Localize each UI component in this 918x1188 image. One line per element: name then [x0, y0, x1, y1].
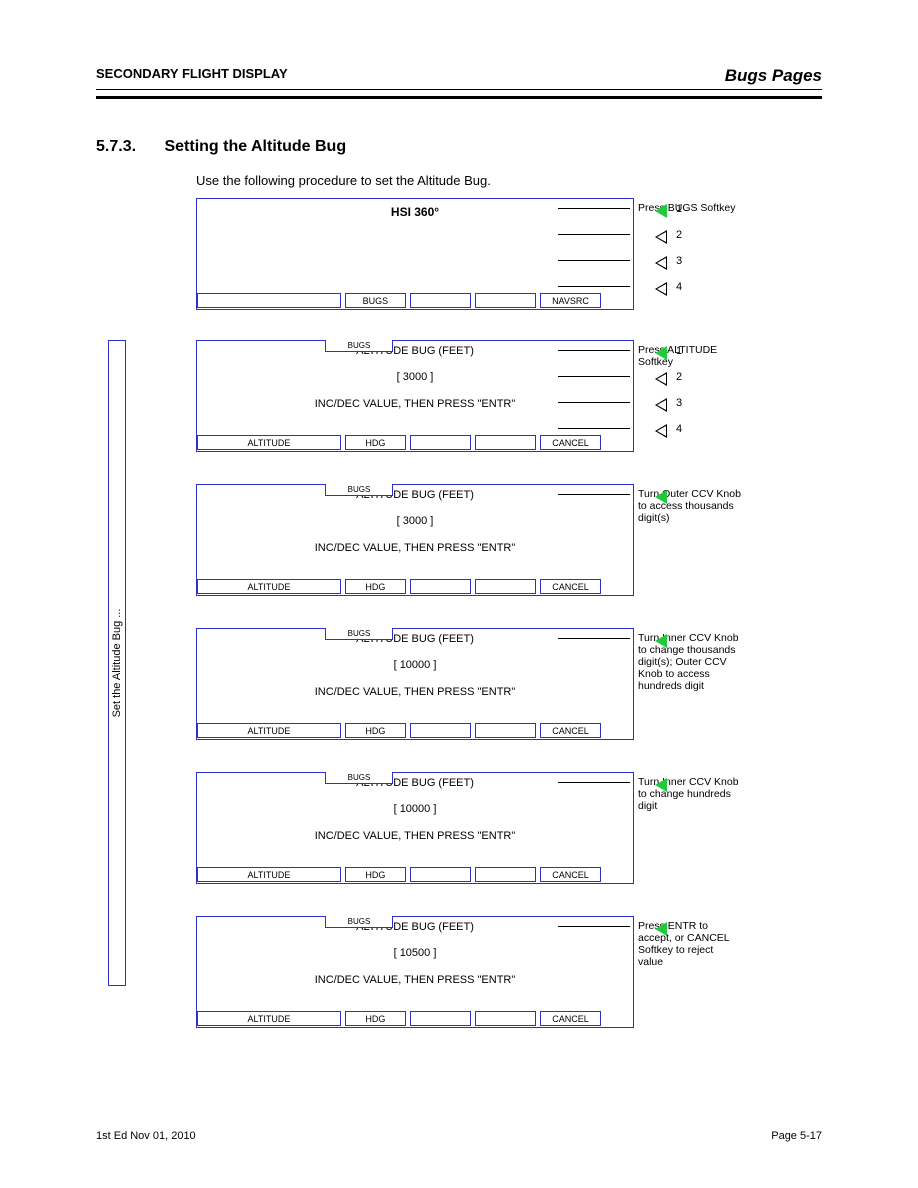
softkey-row: ALTITUDE HDG CANCEL [197, 435, 633, 450]
softkey[interactable] [410, 1011, 471, 1026]
triangle-icon-filled [655, 778, 667, 792]
side-instruction: Turn Inner CCV Knob to change thousands … [638, 632, 739, 692]
softkey[interactable]: HDG [345, 723, 406, 738]
subsection-number: 5.7.3. [96, 138, 136, 155]
side-instruction: Turn Inner CCV Knob to change hundreds d… [638, 776, 739, 812]
softkey-row: ALTITUDE HDG CANCEL [197, 1011, 633, 1026]
softkey[interactable] [410, 293, 471, 308]
side-connector [558, 402, 630, 403]
procedure-sidebar: Set the Altitude Bug ... [108, 340, 126, 986]
side-connector [558, 428, 630, 429]
softkey[interactable]: ALTITUDE [197, 1011, 341, 1026]
softkey[interactable]: ALTITUDE [197, 435, 341, 450]
side-instruction: Turn Outer CCV Knob to access thousands … [638, 488, 741, 524]
divider-thin [96, 89, 822, 90]
screen-panel: BUGSALTITUDE BUG (FEET) [ 3000 ] INC/DEC… [196, 340, 634, 452]
side-connector [558, 782, 630, 783]
side-instruction: Press BUGS Softkey [638, 202, 735, 214]
divider-thick [96, 96, 822, 99]
softkey[interactable] [475, 867, 536, 882]
page-title: Bugs Pages [725, 66, 822, 86]
softkey[interactable] [475, 579, 536, 594]
softkey[interactable] [410, 579, 471, 594]
softkey[interactable]: HDG [345, 579, 406, 594]
softkey[interactable] [475, 293, 536, 308]
softkey[interactable]: NAVSRC [540, 293, 601, 308]
softkey[interactable]: ALTITUDE [197, 723, 341, 738]
softkey[interactable]: ALTITUDE [197, 867, 341, 882]
panel-tab: BUGS [325, 628, 393, 640]
subsection-row: 5.7.3. Setting the Altitude Bug [96, 138, 346, 156]
side-connector [558, 350, 630, 351]
side-connector [558, 286, 630, 287]
side-connector [558, 208, 630, 209]
panel-tab: BUGS [325, 916, 393, 928]
softkey[interactable] [475, 1011, 536, 1026]
panel-body: ALTITUDE BUG (FEET) [ 10000 ] INC/DEC VA… [197, 773, 633, 843]
side-connector [558, 234, 630, 235]
procedure-sidebar-label: Set the Altitude Bug ... [111, 609, 123, 718]
screen-panel: BUGSALTITUDE BUG (FEET) [ 10500 ] INC/DE… [196, 916, 634, 1028]
softkey[interactable] [410, 867, 471, 882]
softkey[interactable]: HDG [345, 1011, 406, 1026]
section-header: SECONDARY FLIGHT DISPLAY [96, 66, 288, 81]
softkey-row: BUGS NAVSRC [197, 293, 633, 308]
screen-panel: BUGSALTITUDE BUG (FEET) [ 10000 ] INC/DE… [196, 628, 634, 740]
triangle-icon-filled [655, 204, 667, 218]
softkey[interactable]: CANCEL [540, 1011, 601, 1026]
footer-right: Page 5-17 [771, 1130, 822, 1142]
side-connector [558, 260, 630, 261]
triangle-label: 4 [676, 423, 682, 435]
softkey[interactable]: CANCEL [540, 867, 601, 882]
intro-text: Use the following procedure to set the A… [196, 172, 491, 190]
triangle-label: 2 [676, 371, 682, 383]
triangle-icon-filled [655, 634, 667, 648]
triangle-icon-filled [655, 346, 667, 360]
panel-body: ALTITUDE BUG (FEET) [ 3000 ] INC/DEC VAL… [197, 485, 633, 555]
softkey[interactable]: CANCEL [540, 579, 601, 594]
triangle-icon-filled [655, 490, 667, 504]
softkey[interactable]: ALTITUDE [197, 579, 341, 594]
softkey[interactable]: BUGS [345, 293, 406, 308]
triangle-label: 1 [676, 345, 682, 357]
panel-body: ALTITUDE BUG (FEET) [ 10000 ] INC/DEC VA… [197, 629, 633, 699]
screen-panel: BUGSALTITUDE BUG (FEET) [ 10000 ] INC/DE… [196, 772, 634, 884]
side-connector [558, 926, 630, 927]
side-connector [558, 638, 630, 639]
screen-panel: HSI 360°BUGSNAVSRC [196, 198, 634, 310]
triangle-label: 3 [676, 397, 682, 409]
subsection-title: Setting the Altitude Bug [164, 138, 346, 155]
side-connector [558, 494, 630, 495]
panel-tab: BUGS [325, 484, 393, 496]
triangle-icon-filled [655, 922, 667, 936]
triangle-label: 1 [676, 203, 682, 215]
side-connector [558, 376, 630, 377]
panel-body: ALTITUDE BUG (FEET) [ 10500 ] INC/DEC VA… [197, 917, 633, 987]
softkey[interactable] [197, 293, 341, 308]
triangle-label: 4 [676, 281, 682, 293]
softkey-row: ALTITUDE HDG CANCEL [197, 723, 633, 738]
softkey[interactable] [475, 723, 536, 738]
softkey[interactable]: CANCEL [540, 435, 601, 450]
panel-tab: BUGS [325, 340, 393, 352]
softkey[interactable]: HDG [345, 867, 406, 882]
panel-tab: BUGS [325, 772, 393, 784]
triangle-label: 3 [676, 255, 682, 267]
side-instruction: Press ENTR to accept, or CANCEL Softkey … [638, 920, 730, 968]
softkey[interactable]: CANCEL [540, 723, 601, 738]
softkey[interactable] [475, 435, 536, 450]
softkey[interactable] [410, 723, 471, 738]
softkey-row: ALTITUDE HDG CANCEL [197, 579, 633, 594]
softkey-row: ALTITUDE HDG CANCEL [197, 867, 633, 882]
softkey[interactable] [410, 435, 471, 450]
triangle-label: 2 [676, 229, 682, 241]
softkey[interactable]: HDG [345, 435, 406, 450]
footer-left: 1st Ed Nov 01, 2010 [96, 1130, 196, 1142]
screen-panel: BUGSALTITUDE BUG (FEET) [ 3000 ] INC/DEC… [196, 484, 634, 596]
